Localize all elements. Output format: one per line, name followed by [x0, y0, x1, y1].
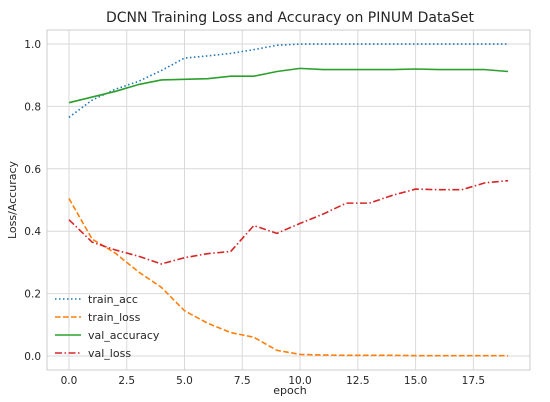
- y-tick-label: 0.2: [24, 289, 41, 301]
- legend-entry: train_acc: [88, 293, 138, 306]
- series-line-val-loss: [68, 179, 509, 265]
- series-line-train-loss: [68, 198, 509, 357]
- x-axis-label: epoch: [273, 384, 307, 397]
- x-tick-label: 0.0: [61, 375, 78, 387]
- plot-frame: [46, 29, 531, 371]
- y-tick-label: 0.6: [24, 164, 41, 176]
- x-tick-label: 5.0: [176, 375, 193, 387]
- legend-entry: train_loss: [88, 311, 141, 324]
- series-lines: [68, 43, 509, 357]
- series-line-val-accuracy: [68, 67, 509, 104]
- x-tick-label: 15.0: [404, 375, 427, 387]
- y-tick-label: 1.0: [24, 39, 41, 51]
- legend-entry: val_accuracy: [88, 329, 160, 342]
- legend-entry: val_loss: [88, 347, 131, 360]
- x-tick-label: 17.5: [462, 375, 485, 387]
- y-tick-label: 0.0: [24, 351, 41, 363]
- x-tick-label: 12.5: [346, 375, 369, 387]
- legend: train_acc train_loss val_accuracy val_loss: [55, 293, 160, 360]
- y-tick-label: 0.8: [24, 101, 41, 113]
- y-tick-label: 0.4: [24, 226, 41, 238]
- chart-title: DCNN Training Loss and Accuracy on PINUM…: [106, 10, 475, 26]
- y-axis-label: Loss/Accuracy: [6, 160, 19, 239]
- x-tick-label: 2.5: [118, 375, 135, 387]
- x-tick-label: 10.0: [288, 375, 311, 387]
- tick-labels: 0.0 2.5 5.0 7.5 10.0 12.5 15.0 17.5 0.0 0.2 0.4 0.6…: [24, 39, 485, 387]
- x-tick-label: 7.5: [234, 375, 251, 387]
